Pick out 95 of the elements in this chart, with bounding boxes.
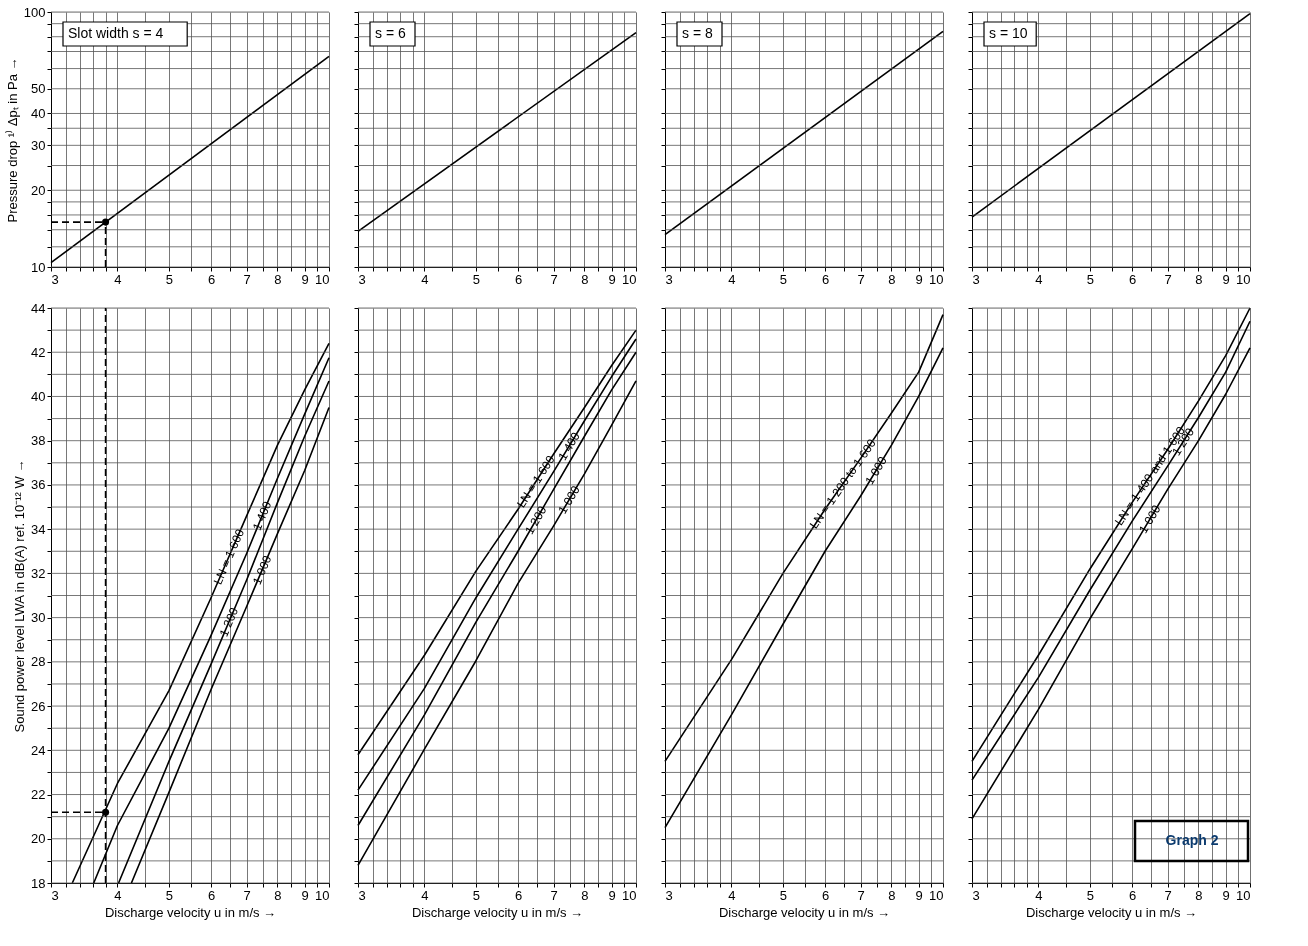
- x-tick-label: 6: [821, 271, 830, 287]
- x-tick-label: 5: [779, 271, 788, 287]
- x-tick-label: 6: [514, 887, 523, 903]
- y-tick-label: 32: [31, 565, 46, 581]
- x-tick-label: 4: [114, 887, 122, 903]
- x-tick-label: 8: [581, 271, 589, 287]
- x-tick-label: 6: [207, 271, 216, 287]
- x-tick-label: 4: [1035, 271, 1043, 287]
- x-tick-label: 9: [301, 887, 309, 903]
- x-tick-label: 9: [915, 887, 923, 903]
- annotation: Graph 2: [1165, 832, 1219, 848]
- x-tick-label: 4: [728, 271, 736, 287]
- x-tick-label: 9: [915, 271, 923, 287]
- y-tick-label: 28: [31, 654, 46, 670]
- y-tick-label: 26: [31, 698, 46, 714]
- x-tick-label: 3: [51, 271, 59, 287]
- y-tick-label: 20: [31, 182, 46, 198]
- x-tick-label: 10: [929, 271, 944, 287]
- x-tick-label: 8: [274, 887, 282, 903]
- x-tick-label: 9: [1222, 887, 1230, 903]
- y-tick-label: 36: [31, 477, 46, 493]
- y-axis-title: Sound power level LWA in dB(A) ref. 10⁻¹² W →: [12, 459, 28, 733]
- x-tick-label: 7: [243, 887, 251, 903]
- x-tick-label: 5: [1086, 271, 1095, 287]
- x-tick-label: 6: [821, 887, 830, 903]
- x-tick-label: 3: [972, 271, 980, 287]
- text: s = 8: [682, 25, 713, 41]
- x-axis-title: Discharge velocity u in m/s →: [1025, 904, 1198, 920]
- y-tick-label: 34: [31, 521, 46, 537]
- x-tick-label: 6: [514, 271, 523, 287]
- text: Slot width s = 4: [68, 25, 164, 41]
- y-axis-title: Pressure drop ¹⁾ Δpₜ in Pa →: [4, 57, 20, 223]
- text: s = 6: [375, 25, 406, 41]
- x-tick-label: 7: [243, 271, 251, 287]
- x-tick-label: 4: [421, 271, 429, 287]
- x-tick-label: 3: [358, 271, 366, 287]
- x-tick-label: 8: [1195, 887, 1203, 903]
- x-tick-label: 8: [581, 887, 589, 903]
- x-tick-label: 9: [608, 887, 616, 903]
- x-tick-label: 9: [1222, 271, 1230, 287]
- x-axis-title: Discharge velocity u in m/s →: [104, 904, 277, 920]
- y-tick-label: 30: [31, 137, 46, 153]
- x-tick-label: 3: [358, 887, 366, 903]
- x-tick-label: 9: [608, 271, 616, 287]
- x-tick-label: 4: [1035, 887, 1043, 903]
- y-tick-label: 40: [31, 388, 46, 404]
- x-tick-label: 9: [301, 271, 309, 287]
- x-tick-label: 3: [665, 887, 673, 903]
- y-tick-label: 20: [31, 831, 46, 847]
- x-axis-title: Discharge velocity u in m/s →: [411, 904, 584, 920]
- y-tick-label: 50: [31, 81, 46, 97]
- x-tick-label: 5: [779, 887, 788, 903]
- x-tick-label: 4: [728, 887, 736, 903]
- x-tick-label: 10: [622, 271, 637, 287]
- x-tick-label: 7: [550, 887, 558, 903]
- x-tick-label: 10: [1236, 887, 1251, 903]
- x-tick-label: 7: [550, 271, 558, 287]
- x-tick-label: 6: [1128, 271, 1137, 287]
- y-tick-label: 42: [31, 344, 46, 360]
- x-tick-label: 5: [165, 271, 174, 287]
- x-axis-title: Discharge velocity u in m/s →: [718, 904, 891, 920]
- x-tick-label: 10: [929, 887, 944, 903]
- x-tick-label: 4: [421, 887, 429, 903]
- y-tick-label: 22: [31, 787, 46, 803]
- x-tick-label: 5: [1086, 887, 1095, 903]
- y-tick-label: 40: [31, 105, 46, 121]
- x-tick-label: 4: [114, 271, 122, 287]
- y-tick-label: 38: [31, 433, 46, 449]
- x-tick-label: 3: [972, 887, 980, 903]
- x-tick-label: 5: [472, 887, 481, 903]
- x-tick-label: 10: [315, 271, 330, 287]
- y-tick-label: 18: [31, 875, 46, 891]
- x-tick-label: 6: [1128, 887, 1137, 903]
- y-tick-label: 44: [31, 300, 46, 316]
- x-tick-label: 5: [165, 887, 174, 903]
- x-tick-label: 8: [888, 271, 896, 287]
- x-tick-label: 8: [274, 271, 282, 287]
- x-tick-label: 7: [1164, 271, 1172, 287]
- x-tick-label: 8: [1195, 271, 1203, 287]
- y-tick-label: 30: [31, 610, 46, 626]
- x-tick-label: 10: [1236, 271, 1251, 287]
- y-tick-label: 24: [31, 742, 46, 758]
- x-tick-label: 3: [51, 887, 59, 903]
- text: s = 10: [989, 25, 1028, 41]
- x-tick-label: 10: [315, 887, 330, 903]
- x-tick-label: 5: [472, 271, 481, 287]
- x-tick-label: 8: [888, 887, 896, 903]
- x-tick-label: 7: [857, 271, 865, 287]
- x-tick-label: 6: [207, 887, 216, 903]
- x-tick-label: 7: [857, 887, 865, 903]
- y-tick-label: 10: [31, 259, 46, 275]
- y-tick-label: 100: [23, 4, 46, 20]
- x-tick-label: 10: [622, 887, 637, 903]
- x-tick-label: 7: [1164, 887, 1172, 903]
- x-tick-label: 3: [665, 271, 673, 287]
